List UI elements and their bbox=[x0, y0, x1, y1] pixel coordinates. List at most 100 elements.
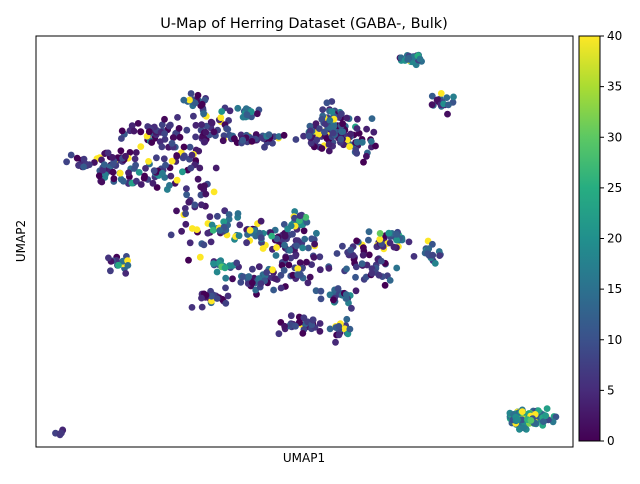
data-point bbox=[273, 244, 280, 251]
data-point bbox=[277, 284, 285, 292]
data-point bbox=[376, 230, 384, 237]
points-layer bbox=[52, 51, 560, 439]
data-point bbox=[235, 232, 243, 240]
data-point bbox=[243, 239, 251, 247]
data-point bbox=[386, 277, 394, 284]
data-point bbox=[234, 210, 242, 217]
data-point bbox=[208, 297, 215, 305]
data-point bbox=[226, 107, 234, 115]
data-point bbox=[428, 101, 436, 109]
data-point bbox=[186, 96, 193, 104]
data-point bbox=[153, 154, 160, 162]
data-point bbox=[514, 416, 521, 424]
data-point bbox=[187, 164, 195, 172]
data-point bbox=[363, 125, 370, 133]
data-point bbox=[213, 268, 221, 276]
data-point bbox=[198, 201, 205, 209]
colorbar-tick-label: 0 bbox=[607, 434, 615, 448]
data-point bbox=[282, 254, 290, 262]
data-point bbox=[375, 271, 383, 279]
data-point bbox=[223, 125, 231, 132]
data-point bbox=[167, 121, 174, 129]
data-point bbox=[176, 133, 184, 141]
colorbar-tick-label: 40 bbox=[607, 29, 622, 43]
data-point bbox=[291, 208, 299, 215]
data-point bbox=[335, 323, 343, 330]
data-point bbox=[450, 93, 457, 101]
data-point bbox=[289, 230, 296, 238]
data-point bbox=[73, 154, 81, 162]
colorbar-tick-label: 5 bbox=[607, 383, 615, 397]
data-point bbox=[305, 244, 312, 252]
data-point bbox=[166, 182, 173, 189]
data-point bbox=[333, 250, 341, 257]
data-point bbox=[185, 256, 192, 264]
data-point bbox=[292, 136, 300, 143]
data-point bbox=[297, 271, 304, 279]
data-point bbox=[299, 330, 307, 337]
data-point bbox=[167, 172, 175, 180]
data-point bbox=[158, 121, 166, 129]
data-point bbox=[224, 292, 232, 300]
data-point bbox=[313, 136, 321, 144]
data-point bbox=[299, 244, 306, 252]
data-point bbox=[180, 143, 188, 151]
data-point bbox=[273, 235, 281, 243]
data-point bbox=[194, 175, 202, 183]
data-point bbox=[268, 232, 276, 240]
data-point bbox=[180, 96, 188, 104]
data-point bbox=[116, 169, 124, 177]
data-point bbox=[167, 231, 175, 239]
data-point bbox=[221, 264, 229, 272]
data-point bbox=[353, 125, 361, 132]
data-point bbox=[316, 320, 324, 327]
data-point bbox=[131, 155, 139, 163]
data-point bbox=[135, 169, 143, 176]
data-point bbox=[269, 266, 276, 274]
data-point bbox=[208, 221, 216, 229]
data-point bbox=[91, 159, 98, 166]
data-point bbox=[188, 151, 196, 159]
data-point bbox=[316, 266, 324, 274]
data-point bbox=[183, 185, 190, 193]
data-point bbox=[141, 172, 149, 180]
data-point bbox=[445, 101, 452, 109]
data-point bbox=[385, 229, 393, 237]
data-point bbox=[343, 114, 351, 122]
data-point bbox=[183, 191, 191, 199]
data-point bbox=[222, 299, 230, 307]
data-point bbox=[110, 175, 118, 183]
data-point bbox=[323, 99, 331, 107]
data-point bbox=[158, 143, 166, 151]
data-point bbox=[352, 263, 360, 271]
data-point bbox=[307, 139, 315, 147]
data-point bbox=[277, 271, 285, 279]
data-point bbox=[161, 115, 168, 123]
data-point bbox=[410, 253, 418, 260]
data-point bbox=[58, 429, 65, 437]
data-point bbox=[200, 110, 208, 118]
chart-title: U-Map of Herring Dataset (GABA-, Bulk) bbox=[160, 16, 448, 32]
data-point bbox=[265, 131, 273, 139]
data-point bbox=[307, 127, 314, 135]
data-point bbox=[360, 244, 367, 252]
data-point bbox=[257, 217, 265, 225]
data-point bbox=[381, 281, 389, 289]
data-point bbox=[316, 327, 324, 335]
data-point bbox=[343, 265, 350, 273]
data-point bbox=[80, 163, 87, 171]
data-point bbox=[257, 234, 265, 242]
data-point bbox=[200, 241, 208, 249]
data-point bbox=[326, 325, 334, 333]
data-point bbox=[197, 183, 205, 191]
data-point bbox=[405, 238, 413, 246]
data-point bbox=[185, 198, 193, 206]
data-point bbox=[321, 128, 328, 136]
data-point bbox=[132, 161, 140, 169]
data-point bbox=[234, 104, 242, 112]
data-point bbox=[104, 149, 112, 157]
y-axis-label: UMAP2 bbox=[14, 220, 28, 262]
data-point bbox=[311, 240, 318, 248]
